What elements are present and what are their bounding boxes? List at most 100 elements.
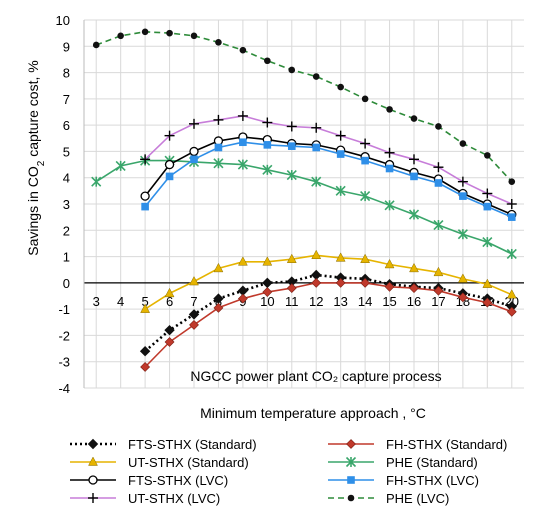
data-point bbox=[190, 32, 198, 40]
legend-label: FH-STHX (LVC) bbox=[386, 473, 479, 488]
data-point bbox=[384, 281, 395, 292]
data-point bbox=[139, 345, 151, 357]
data-point bbox=[360, 253, 371, 263]
data-point bbox=[459, 140, 467, 147]
legend-item: PHE (Standard) bbox=[328, 455, 478, 470]
data-point bbox=[312, 73, 320, 80]
series-line bbox=[144, 282, 513, 368]
data-point bbox=[408, 209, 420, 220]
data-point bbox=[311, 277, 322, 288]
data-point bbox=[482, 188, 493, 199]
data-point bbox=[457, 229, 468, 240]
data-point bbox=[165, 172, 174, 181]
data-point bbox=[140, 303, 151, 313]
data-point bbox=[335, 130, 346, 141]
data-point bbox=[141, 202, 149, 211]
data-point bbox=[189, 146, 199, 157]
data-point bbox=[166, 29, 173, 37]
data-point bbox=[262, 256, 273, 266]
x-tick-label: 14 bbox=[358, 294, 372, 309]
data-point bbox=[482, 237, 493, 248]
y-axis-label-subscript: 2 bbox=[36, 160, 47, 166]
y-tick-label: 0 bbox=[63, 276, 70, 291]
data-point bbox=[336, 150, 345, 158]
data-point bbox=[188, 309, 200, 320]
data-point bbox=[88, 456, 98, 466]
data-point bbox=[262, 277, 273, 289]
data-point bbox=[335, 277, 346, 288]
series-line bbox=[144, 273, 513, 353]
series-fh-sthx-standard bbox=[140, 277, 517, 372]
data-point bbox=[164, 324, 175, 336]
data-point bbox=[262, 164, 273, 175]
data-point bbox=[384, 258, 395, 269]
data-point bbox=[311, 122, 322, 133]
data-point bbox=[337, 83, 344, 91]
x-tick-labels: 34567891011121314151617181920 bbox=[93, 294, 519, 309]
x-tick-label: 10 bbox=[260, 294, 274, 309]
data-point bbox=[335, 252, 346, 262]
data-point bbox=[347, 494, 355, 502]
data-point bbox=[384, 200, 395, 211]
series-lines bbox=[91, 28, 517, 372]
data-point bbox=[88, 493, 98, 503]
series-line bbox=[144, 254, 513, 310]
data-point bbox=[288, 66, 296, 74]
series-line bbox=[144, 136, 513, 216]
data-point bbox=[410, 172, 418, 181]
data-point bbox=[346, 439, 356, 449]
data-point bbox=[360, 138, 371, 149]
data-point bbox=[215, 39, 222, 46]
data-point bbox=[117, 32, 124, 40]
data-point bbox=[361, 156, 369, 165]
data-point bbox=[360, 277, 371, 288]
data-point bbox=[506, 248, 517, 260]
plot-annotation: NGCC power plant CO₂ capture process bbox=[190, 368, 441, 384]
y-axis-label-main: Savings in CO bbox=[25, 166, 41, 256]
data-point bbox=[457, 273, 468, 283]
x-tick-label: 13 bbox=[333, 294, 347, 309]
data-point bbox=[239, 46, 247, 54]
legend-label: UT-STHX (Standard) bbox=[128, 455, 249, 470]
data-point bbox=[286, 283, 297, 294]
data-point bbox=[347, 476, 355, 484]
data-point bbox=[189, 118, 199, 129]
data-point bbox=[264, 57, 271, 65]
data-point bbox=[435, 123, 442, 130]
x-tick-label: 3 bbox=[93, 294, 100, 309]
data-point bbox=[164, 337, 175, 347]
data-point bbox=[482, 297, 493, 308]
data-point bbox=[115, 160, 126, 171]
y-axis-label: Savings in CO2 capture cost, % bbox=[25, 60, 47, 255]
data-point bbox=[506, 306, 517, 317]
data-point bbox=[237, 293, 248, 304]
series-line bbox=[144, 115, 513, 205]
data-point bbox=[312, 143, 321, 152]
x-axis-label: Minimum temperature approach , °C bbox=[200, 405, 426, 421]
data-point bbox=[91, 176, 102, 187]
legend-item: UT-STHX (LVC) bbox=[70, 491, 220, 506]
data-point bbox=[409, 262, 419, 273]
data-point bbox=[410, 115, 418, 122]
data-point bbox=[360, 191, 371, 202]
data-point bbox=[433, 266, 444, 277]
series-ut-sthx-standard bbox=[140, 249, 517, 313]
data-point bbox=[214, 143, 223, 152]
x-tick-label: 5 bbox=[141, 294, 148, 309]
data-point bbox=[213, 262, 224, 273]
data-point bbox=[213, 114, 224, 125]
y-tick-label: -2 bbox=[58, 328, 70, 343]
data-point bbox=[457, 176, 468, 187]
data-point bbox=[409, 154, 419, 165]
series-line bbox=[95, 30, 513, 183]
data-point bbox=[286, 253, 297, 263]
data-point bbox=[457, 292, 468, 303]
x-tick-label: 11 bbox=[285, 294, 299, 309]
legend: FTS-STHX (Standard) FH-STHX (Standard) UT-… bbox=[70, 437, 507, 506]
y-tick-label: -3 bbox=[58, 355, 70, 370]
data-point bbox=[189, 319, 199, 330]
data-point bbox=[164, 287, 175, 298]
data-point bbox=[140, 154, 151, 165]
